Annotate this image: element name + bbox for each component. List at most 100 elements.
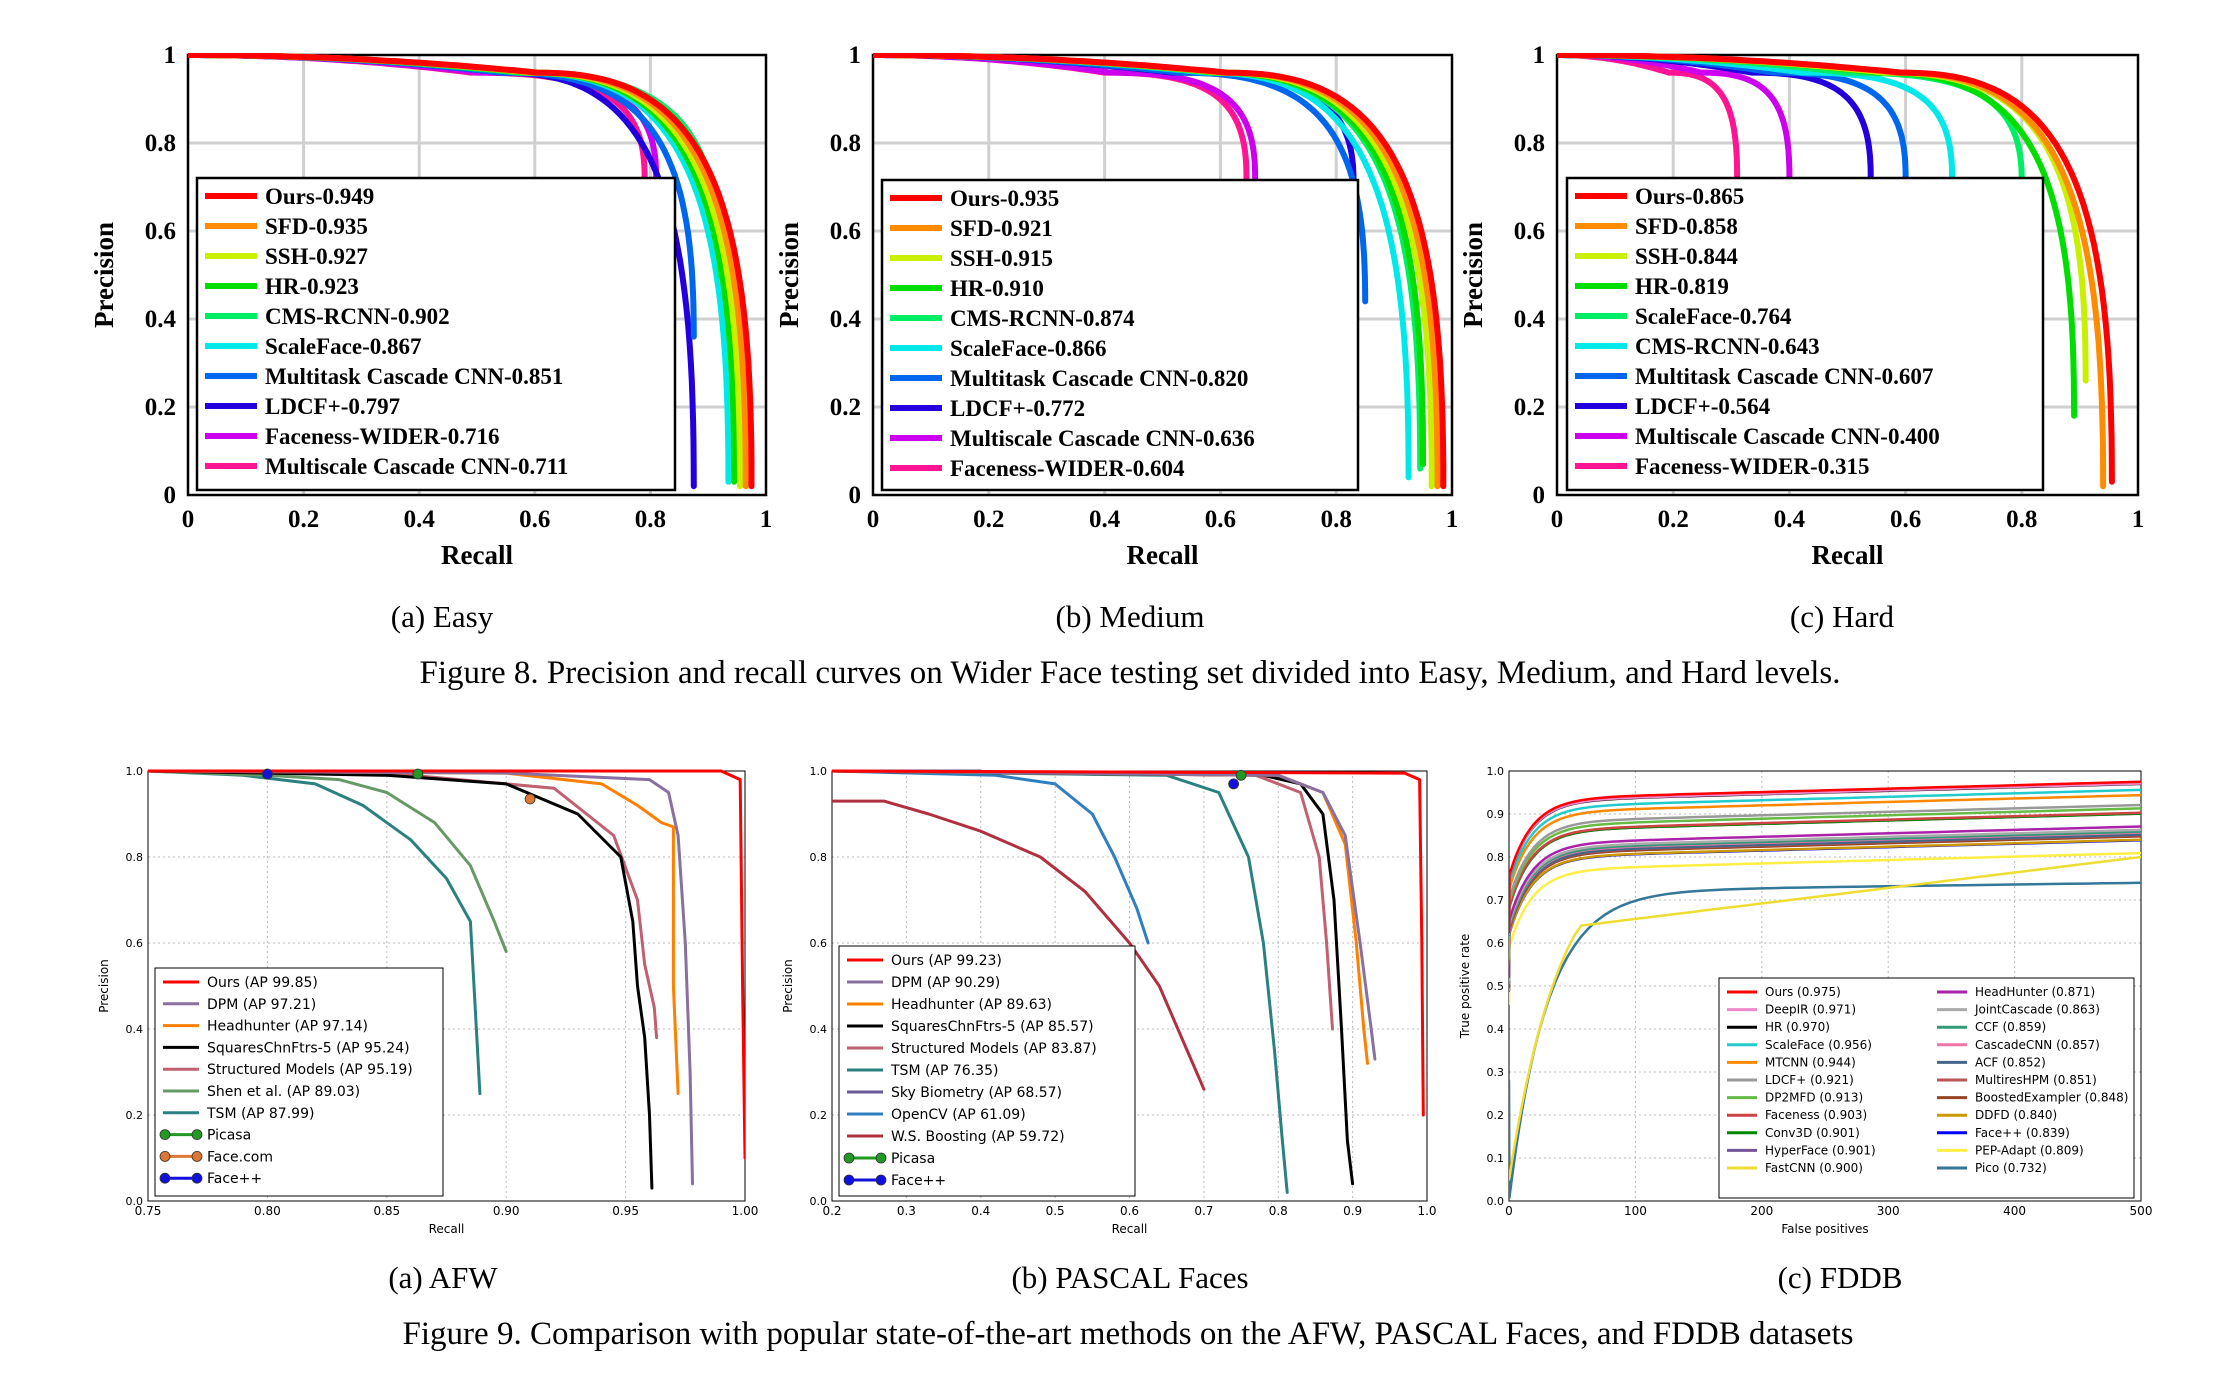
legend-label: LDCF+ (0.921) — [1765, 1073, 1854, 1087]
x-axis-label: Recall — [1112, 1222, 1148, 1236]
y-axis-label: Precision — [1458, 222, 1488, 328]
y-tick-label: 1.0 — [1487, 765, 1505, 778]
legend-label: Face++ — [891, 1173, 946, 1189]
x-tick-label: 0.4 — [971, 1204, 990, 1218]
y-axis-label: Precision — [97, 959, 111, 1013]
chart-afw: 0.75 0.80 0.85 0.90 0.95 1.00 0.0 0.2 0.4 0.6 0.8 1… — [97, 765, 758, 1236]
y-tick-label: 0.8 — [1514, 130, 1545, 157]
legend-label: SSH-0.915 — [950, 246, 1053, 271]
plot-frame — [1555, 53, 2140, 497]
legend-label: SquaresChnFtrs-5 (AP 85.57) — [891, 1019, 1094, 1035]
legend-label: MTCNN (0.944) — [1765, 1055, 1856, 1069]
legend: Ours (AP 99.23) DPM (AP 90.29) Headhunter … — [838, 945, 1136, 1197]
x-tick-label: 0.8 — [1321, 506, 1352, 533]
y-tick-label: 0.4 — [810, 1023, 828, 1036]
x-tick-label: 0.9 — [1343, 1204, 1362, 1218]
legend-label: SFD-0.921 — [950, 216, 1053, 241]
legend-label: Conv3D (0.901) — [1765, 1126, 1860, 1140]
x-tick-label: 0.4 — [404, 506, 436, 533]
legend-box — [838, 945, 1136, 1197]
legend-label: HyperFace (0.901) — [1765, 1143, 1876, 1157]
series-line-ours-0-865 — [1557, 53, 2115, 485]
y-tick-label: 0.6 — [126, 937, 144, 950]
x-tick-label: 1 — [760, 506, 773, 533]
legend-label: Faceness-WIDER-0.716 — [265, 424, 499, 449]
x-axis-label: Recall — [429, 1222, 465, 1236]
legend-label: SFD-0.935 — [265, 214, 368, 239]
legend-label: W.S. Boosting (AP 59.72) — [891, 1129, 1065, 1145]
legend-label: Multiscale Cascade CNN-0.711 — [265, 454, 568, 479]
legend-label: Faceness-WIDER-0.315 — [1635, 454, 1869, 479]
legend-label: ScaleFace-0.867 — [265, 334, 421, 359]
x-tick-label: 0.8 — [2006, 506, 2037, 533]
legend-label: Sky Biometry (AP 68.57) — [891, 1085, 1062, 1101]
y-tick-label: 0.0 — [810, 1195, 828, 1208]
y-tick-label: 0.6 — [830, 218, 861, 245]
y-tick-label: 0.4 — [126, 1023, 144, 1036]
series-line-w-s-boosting-ap-59-72 — [832, 799, 1206, 1091]
legend-label: ACF (0.852) — [1975, 1055, 2046, 1069]
legend-label: HR-0.910 — [950, 276, 1044, 301]
x-tick-label: 0.6 — [1890, 506, 1921, 533]
x-tick-label: 0.2 — [973, 506, 1004, 533]
y-tick-label: 0.1 — [1487, 1152, 1505, 1165]
series-line-squareschnftrs-5-ap-85-57 — [832, 769, 1355, 1186]
legend-label: HR (0.970) — [1765, 1020, 1830, 1034]
chart-hard: 0 0.2 0.4 0.6 0.8 1 0 0.2 0.4 0.6 0.8 1 Recall Precis… — [1458, 42, 2144, 570]
y-tick-label: 0.4 — [1514, 306, 1546, 333]
series-line-dp2mfd-0-913 — [1509, 807, 2141, 961]
legend-label: Multitask Cascade CNN-0.607 — [1635, 364, 1933, 389]
subcaption-medium: (b) Medium — [1056, 599, 1205, 634]
legend-marker — [843, 1174, 855, 1186]
y-tick-label: 0.2 — [810, 1109, 828, 1122]
x-tick-label: 0.8 — [635, 506, 666, 533]
y-tick-label: 0.4 — [830, 306, 862, 333]
x-tick-label: 0 — [1551, 506, 1564, 533]
legend-label: HeadHunter (0.871) — [1975, 985, 2095, 999]
x-tick-label: 0.4 — [1089, 506, 1121, 533]
legend-label: DDFD (0.840) — [1975, 1108, 2057, 1122]
x-tick-label: 0.3 — [897, 1204, 916, 1218]
x-axis-label: Recall — [1812, 540, 1884, 570]
x-tick-label: 0 — [1505, 1204, 1513, 1218]
x-axis-label: Recall — [1127, 540, 1199, 570]
legend-label: Ours-0.949 — [265, 184, 374, 209]
legend-label: TSM (AP 76.35) — [890, 1063, 998, 1079]
series-line-multireshpm-0-851 — [1509, 833, 2141, 987]
legend-label: ScaleFace-0.866 — [950, 336, 1106, 361]
legend-label: Face.com — [207, 1149, 273, 1165]
y-tick-label: 0.0 — [1487, 1195, 1505, 1208]
series-line-ours-ap-99-23 — [832, 769, 1425, 1117]
y-tick-label: 0.7 — [1487, 894, 1505, 907]
marker-face — [1228, 778, 1240, 790]
legend: Ours (0.975) DeepIR (0.971) HR (0.970) Scal… — [1718, 977, 2135, 1199]
legend-marker — [843, 1152, 855, 1164]
legend-box — [195, 176, 677, 492]
legend-marker — [191, 1129, 203, 1140]
y-tick-label: 0.4 — [145, 306, 177, 333]
chart-easy: 0 0.2 0.4 0.6 0.8 1 0 0.2 0.4 0.6 0.8 1 Recall Precis… — [89, 42, 772, 570]
legend-label: Multiscale Cascade CNN-0.400 — [1635, 424, 1940, 449]
figure9-caption: Figure 9. Comparison with popular state-… — [403, 1316, 1854, 1352]
legend-label: SquaresChnFtrs-5 (AP 95.24) — [207, 1040, 410, 1056]
legend-label: Ours (0.975) — [1765, 985, 1841, 999]
x-tick-label: 100 — [1624, 1204, 1647, 1218]
legend-marker — [875, 1152, 887, 1164]
x-tick-label: 0.5 — [1046, 1204, 1065, 1218]
y-tick-label: 1 — [1533, 42, 1546, 69]
marker-picasa — [1235, 769, 1247, 781]
y-tick-label: 0.4 — [1487, 1023, 1505, 1036]
y-tick-label: 0.6 — [1514, 218, 1545, 245]
subcaption-afw: (a) AFW — [388, 1260, 498, 1295]
series-group — [148, 769, 745, 1190]
legend-label: Headhunter (AP 97.14) — [207, 1019, 368, 1035]
x-tick-label: 1 — [1446, 506, 1459, 533]
y-tick-label: 0.2 — [830, 394, 861, 421]
series-line-faceness-0-903 — [1509, 811, 2141, 965]
x-tick-label: 0.75 — [135, 1204, 162, 1218]
x-tick-label: 0.80 — [254, 1204, 281, 1218]
y-tick-label: 0.5 — [1487, 980, 1505, 993]
chart-medium: 0 0.2 0.4 0.6 0.8 1 0 0.2 0.4 0.6 0.8 1 Recall Precis… — [774, 42, 1458, 570]
series-line-fastcnn-0-900 — [1509, 855, 2141, 1181]
marker-picasa — [412, 768, 424, 780]
